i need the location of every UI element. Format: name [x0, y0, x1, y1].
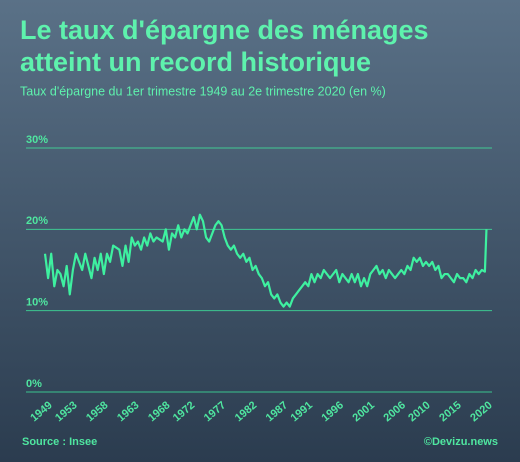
- chart-title: Le taux d'épargne des ménages: [20, 15, 429, 45]
- series-line: [43, 213, 488, 308]
- y-tick-label: 10%: [26, 297, 48, 309]
- chart-subtitle: Taux d'épargne du 1er trimestre 1949 au …: [20, 84, 386, 98]
- y-tick-label: 30%: [26, 134, 48, 146]
- chart-title-line2: atteint un record historique: [20, 47, 371, 77]
- credit: ©Devizu.news: [424, 436, 498, 448]
- y-tick-label: 20%: [26, 215, 48, 227]
- y-tick-label: 0%: [26, 378, 42, 390]
- source: Source : Insee: [22, 436, 97, 448]
